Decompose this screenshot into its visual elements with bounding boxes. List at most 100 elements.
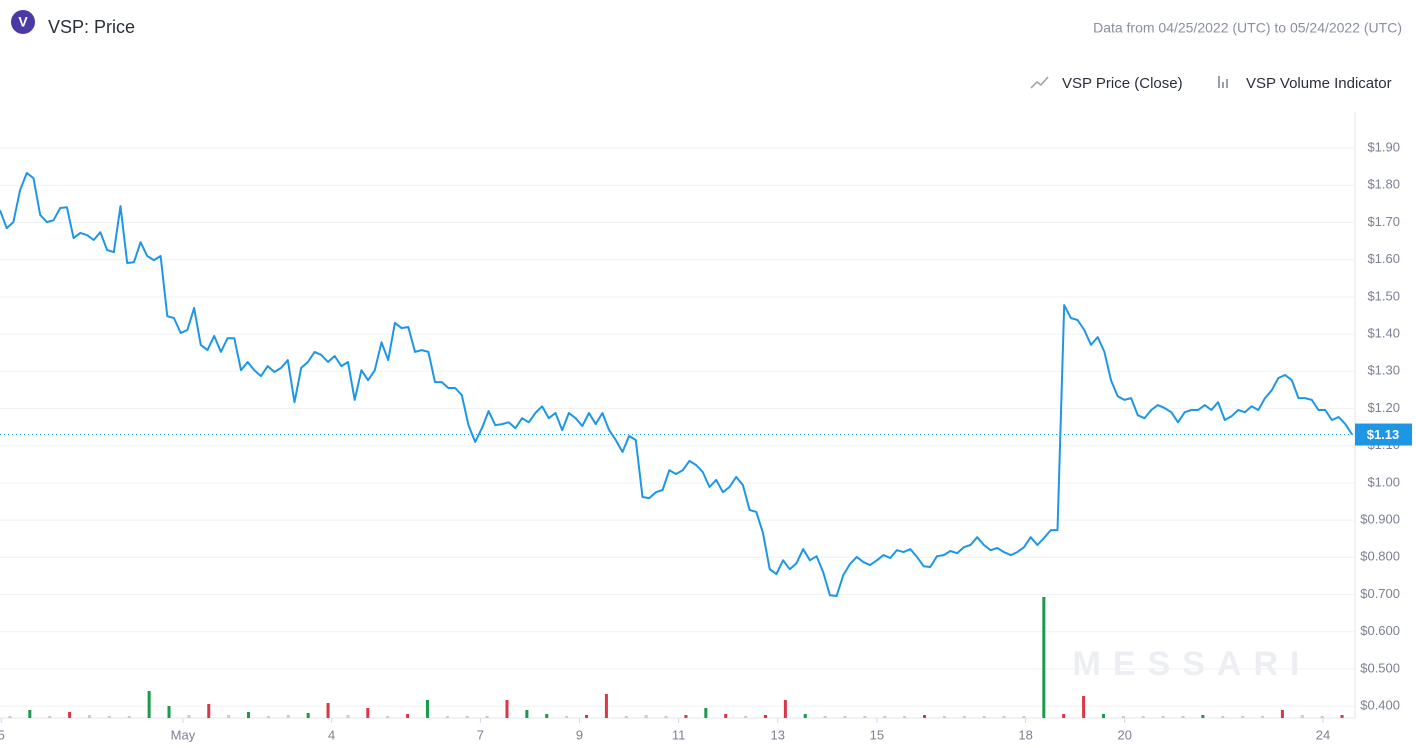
volume-bar <box>247 712 251 718</box>
x-tick-label: 15 <box>870 727 884 742</box>
volume-bar <box>942 716 946 718</box>
volume-bar <box>266 716 270 718</box>
volume-bar <box>883 716 887 718</box>
x-tick-label: 24 <box>1316 727 1330 742</box>
volume-bar <box>1201 715 1205 718</box>
watermark: MESSARI <box>1073 645 1312 683</box>
volume-bar <box>1161 716 1165 718</box>
volume-bar <box>1101 714 1105 718</box>
volume-bar <box>386 716 390 718</box>
x-tick-label: 4 <box>328 727 335 742</box>
subtitle: Data from 04/25/2022 (UTC) to 05/24/2022… <box>1093 20 1402 36</box>
volume-bar <box>1300 715 1304 718</box>
volume-bar <box>87 715 91 718</box>
y-tick-label: $1.40 <box>1367 326 1400 341</box>
volume-bar <box>783 700 787 718</box>
logo <box>11 10 35 34</box>
y-tick-label: $1.30 <box>1367 363 1400 378</box>
volume-bar <box>485 716 489 718</box>
volume-bar <box>107 716 111 718</box>
volume-bar <box>1261 716 1265 718</box>
volume-bar <box>585 715 589 718</box>
x-tick-label: 18 <box>1018 727 1032 742</box>
x-tick-label: 13 <box>771 727 785 742</box>
y-tick-label: $1.50 <box>1367 288 1400 303</box>
volume-bar <box>763 715 767 718</box>
volume-bar <box>366 708 370 718</box>
volume-bar <box>604 694 608 718</box>
x-tick-label: May <box>171 727 196 742</box>
y-tick-label: $1.80 <box>1367 177 1400 192</box>
volume-bar <box>624 716 628 718</box>
volume-bar <box>406 714 410 718</box>
legend-label[interactable]: VSP Price (Close) <box>1062 75 1183 92</box>
volume-bar <box>147 691 151 718</box>
y-tick-label: $0.400 <box>1360 698 1400 713</box>
volume-bar <box>903 716 907 718</box>
volume-bar <box>1221 716 1225 718</box>
x-tick-label: 11 <box>672 727 686 742</box>
legend-line-icon <box>1030 76 1049 89</box>
volume-bar <box>227 715 231 718</box>
volume-bar <box>962 716 966 718</box>
y-tick-label: $0.700 <box>1360 586 1400 601</box>
volume-bar <box>803 714 807 718</box>
volume-bar <box>127 716 131 718</box>
y-tick-label: $1.20 <box>1367 400 1400 415</box>
volume-bar <box>326 703 330 718</box>
volume-bar <box>28 710 32 718</box>
y-tick-label: $0.900 <box>1360 512 1400 527</box>
volume-bar <box>1181 716 1185 718</box>
y-tick-label: $0.500 <box>1360 660 1400 675</box>
current-price-box <box>1355 423 1412 446</box>
volume-bar <box>644 715 648 718</box>
volume-bar <box>1022 716 1026 718</box>
volume-bar <box>1320 716 1324 718</box>
x-tick-label: 20 <box>1117 727 1131 742</box>
x-tick-label: 9 <box>576 727 583 742</box>
volume-bar <box>1002 716 1006 718</box>
y-tick-label: $1.00 <box>1367 474 1400 489</box>
legend-label[interactable]: VSP Volume Indicator <box>1246 75 1392 92</box>
volume-bar <box>863 716 867 718</box>
volume-bar <box>8 716 12 718</box>
volume-bar <box>306 713 310 718</box>
volume-bar <box>545 714 549 718</box>
volume-bar <box>525 710 529 718</box>
volume-bar <box>664 716 668 718</box>
volume-bar <box>982 716 986 718</box>
volume-bar <box>505 700 509 718</box>
chart-title: VSP: Price <box>48 17 135 37</box>
logo-letter: V <box>18 14 28 30</box>
volume-bar <box>68 712 72 718</box>
volume-bar <box>1082 696 1086 718</box>
volume-bar <box>1062 714 1066 718</box>
volume-bar <box>286 715 290 718</box>
volume-bar <box>823 716 827 718</box>
current-price-label: $1.13 <box>1367 427 1400 442</box>
y-tick-label: $0.800 <box>1360 549 1400 564</box>
volume-bar <box>445 716 449 718</box>
volume-bar <box>684 715 688 718</box>
volume-bar <box>1141 716 1145 718</box>
volume-bar <box>724 714 728 718</box>
volume-bar <box>1280 710 1284 718</box>
y-tick-label: $1.60 <box>1367 251 1400 266</box>
volume-bar <box>425 700 429 718</box>
volume-bar <box>207 704 211 718</box>
volume-bar <box>704 708 708 718</box>
volume-bar <box>48 716 52 718</box>
volume-bar <box>565 716 569 718</box>
volume-bar <box>923 715 927 718</box>
volume-bar <box>1121 716 1125 718</box>
x-tick-label: 7 <box>477 727 484 742</box>
price-line <box>0 172 1353 597</box>
volume-bar <box>1340 715 1344 718</box>
volume-bar <box>843 716 847 718</box>
legend-bar-icon <box>1218 76 1228 88</box>
x-tick-label: 5 <box>0 727 5 742</box>
volume-bar <box>1241 716 1245 718</box>
volume-bar <box>744 716 748 718</box>
